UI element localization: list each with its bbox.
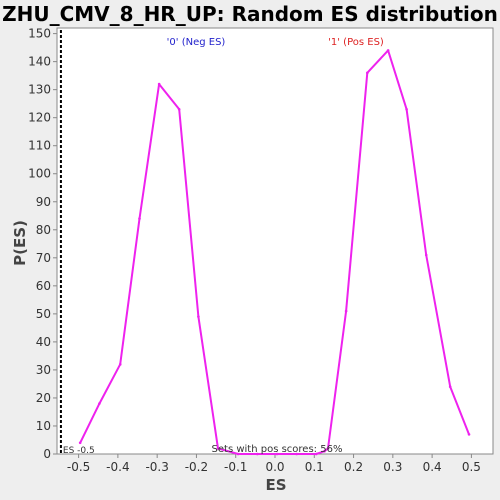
data-point [98, 402, 101, 405]
y-tick-label: 150 [28, 27, 51, 41]
y-tick-label: 50 [36, 307, 51, 321]
y-tick-label: 20 [36, 391, 51, 405]
y-tick-label: 70 [36, 251, 51, 265]
x-tick-label: -0.4 [106, 460, 129, 474]
x-tick-label: -0.2 [185, 460, 208, 474]
x-tick-label: -0.3 [145, 460, 168, 474]
x-axis-label: ES [265, 476, 286, 494]
data-point [118, 363, 122, 366]
chart-title: ZHU_CMV_8_HR_UP: Random ES distribution [2, 2, 498, 26]
y-tick-label: 140 [28, 55, 51, 69]
data-point [405, 107, 408, 111]
data-point [424, 253, 428, 257]
y-tick-label: 10 [36, 419, 51, 433]
x-tick-label: 0.1 [305, 460, 324, 474]
data-point [386, 49, 390, 52]
data-point [314, 452, 318, 456]
y-axis-label: P(ES) [11, 220, 29, 266]
data-point [197, 315, 200, 318]
y-tick-label: 40 [36, 335, 51, 349]
x-tick-label: 0.4 [423, 460, 442, 474]
y-tick-label: 60 [36, 279, 51, 293]
data-point [366, 71, 369, 75]
pos-scores-annotation: Sets with pos scores: 56% [212, 444, 343, 455]
x-tick-label: 0.5 [462, 460, 481, 474]
pos-es-label: '1' (Pos ES) [328, 37, 384, 48]
y-tick-label: 120 [28, 111, 51, 125]
data-point [448, 385, 452, 389]
data-point [236, 452, 240, 456]
y-tick-label: 110 [28, 139, 51, 153]
neg-es-label: '0' (Neg ES) [167, 37, 226, 48]
x-tick-label: -0.1 [224, 460, 247, 474]
x-tick-label: 0.0 [265, 460, 284, 474]
data-point [256, 452, 259, 456]
data-point [295, 452, 298, 456]
x-axis-ticks: -0.5 -0.4 -0.3 -0.2 -0.1 0.0 0.1 0.2 0.3 0.4 0.5 [67, 454, 481, 474]
data-point [138, 217, 141, 220]
y-axis-ticks: 0 10 20 30 40 50 60 70 80 90 100 110 120 130 140 150 [28, 27, 57, 461]
data-point [275, 452, 279, 456]
y-tick-label: 80 [36, 223, 51, 237]
data-point [177, 107, 181, 111]
plot-area [56, 27, 494, 455]
data-point [78, 441, 82, 445]
data-point [326, 447, 330, 450]
data-point [323, 449, 326, 453]
y-tick-label: 0 [43, 447, 51, 461]
series-layer [78, 49, 471, 456]
y-tick-label: 100 [28, 167, 51, 181]
y-tick-label: 90 [36, 195, 51, 209]
data-point [216, 447, 220, 450]
x-tick-label: 0.3 [383, 460, 402, 474]
data-point [467, 433, 471, 436]
series-line [79, 49, 470, 455]
data-point [157, 82, 161, 86]
y-tick-label: 130 [28, 83, 51, 97]
x-tick-label: -0.5 [67, 460, 90, 474]
x-tick-label: 0.2 [344, 460, 363, 474]
y-tick-label: 30 [36, 363, 51, 377]
data-point [344, 309, 348, 313]
es-marker-label: ES -0.5 [63, 446, 95, 456]
